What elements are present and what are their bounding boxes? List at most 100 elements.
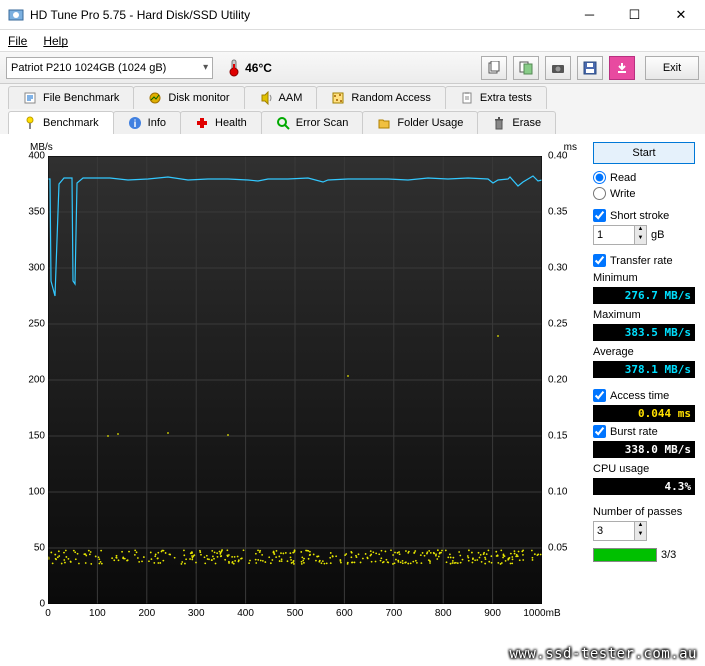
tab-label: Error Scan <box>296 117 349 129</box>
window-title: HD Tune Pro 5.75 - Hard Disk/SSD Utility <box>30 8 567 22</box>
min-label: Minimum <box>593 272 695 284</box>
screenshot-button[interactable] <box>545 56 571 80</box>
transfer-rate-check[interactable] <box>593 254 606 267</box>
folder-usage-icon <box>377 116 391 130</box>
start-button[interactable]: Start <box>593 142 695 164</box>
tab-label: Extra tests <box>480 92 532 104</box>
y-right-tick: 0.05 <box>548 543 567 554</box>
tab-erase[interactable]: Erase <box>477 111 556 134</box>
tab-random-access[interactable]: Random Access <box>316 86 445 109</box>
extra-tests-icon <box>460 91 474 105</box>
drive-select[interactable]: Patriot P210 1024GB (1024 gB) ▾ <box>6 57 213 79</box>
maximize-button[interactable]: ☐ <box>612 0 657 30</box>
avg-label: Average <box>593 346 695 358</box>
y-left-tick: 300 <box>28 263 45 274</box>
watermark-text: www.ssd-tester.com.au <box>509 646 697 662</box>
avg-value: 378.1 MB/s <box>593 361 695 378</box>
tab-folder-usage[interactable]: Folder Usage <box>362 111 478 134</box>
transfer-rate-label: Transfer rate <box>610 255 673 267</box>
drive-select-text: Patriot P210 1024GB (1024 gB) <box>11 62 166 74</box>
svg-text:i: i <box>133 119 136 130</box>
random-access-icon <box>331 91 345 105</box>
y-left-tick: 250 <box>28 319 45 330</box>
tab-error-scan[interactable]: Error Scan <box>261 111 364 134</box>
benchmark-icon <box>23 116 37 130</box>
x-tick: 1000mB <box>523 608 560 619</box>
write-label: Write <box>610 188 635 200</box>
tab-label: Erase <box>512 117 541 129</box>
y-right-tick: 0.20 <box>548 375 567 386</box>
temperature-value: 46°C <box>245 61 272 75</box>
y-left-tick: 50 <box>34 543 45 554</box>
copy-shot-button[interactable] <box>513 56 539 80</box>
passes-input[interactable] <box>594 522 634 540</box>
max-value: 383.5 MB/s <box>593 324 695 341</box>
read-label: Read <box>610 172 636 184</box>
copy-icon <box>487 61 501 75</box>
read-radio[interactable] <box>593 171 606 184</box>
tab-label: Folder Usage <box>397 117 463 129</box>
y-left-tick: 0 <box>39 599 45 610</box>
tab-label: AAM <box>279 92 303 104</box>
y-right-tick: 0.15 <box>548 431 567 442</box>
menu-help[interactable]: Help <box>43 34 68 48</box>
cpu-label: CPU usage <box>593 463 695 475</box>
menu-file[interactable]: File <box>8 34 27 48</box>
save-button[interactable] <box>577 56 603 80</box>
tab-file-bench[interactable]: File Benchmark <box>8 86 134 109</box>
spin-down-icon[interactable]: ▼ <box>634 531 646 540</box>
short-stroke-check[interactable] <box>593 209 606 222</box>
tab-disk-monitor[interactable]: Disk monitor <box>133 86 244 109</box>
write-radio[interactable] <box>593 187 606 200</box>
y-right-tick: 0.10 <box>548 487 567 498</box>
aam-icon <box>259 91 273 105</box>
x-tick: 0 <box>45 608 51 619</box>
x-tick: 200 <box>138 608 155 619</box>
chart-canvas <box>48 156 542 604</box>
copy-info-button[interactable] <box>481 56 507 80</box>
spin-down-icon[interactable]: ▼ <box>634 235 646 244</box>
tab-label: Benchmark <box>43 117 99 129</box>
tab-benchmark[interactable]: Benchmark <box>8 111 114 134</box>
tab-label: Health <box>215 117 247 129</box>
cpu-value: 4.3% <box>593 478 695 495</box>
minimize-button[interactable]: ─ <box>567 0 612 30</box>
progress-bar <box>593 548 657 562</box>
y-left-tick: 350 <box>28 207 45 218</box>
tab-health[interactable]: Health <box>180 111 262 134</box>
x-tick: 600 <box>336 608 353 619</box>
error-scan-icon <box>276 116 290 130</box>
chevron-down-icon: ▾ <box>203 62 208 73</box>
thermometer-icon <box>227 59 241 77</box>
passes-label: Number of passes <box>593 506 695 518</box>
download-icon <box>615 61 629 75</box>
access-time-check[interactable] <box>593 389 606 402</box>
spin-up-icon[interactable]: ▲ <box>634 522 646 531</box>
options-button[interactable] <box>609 56 635 80</box>
disk-monitor-icon <box>148 91 162 105</box>
burst-rate-check[interactable] <box>593 425 606 438</box>
max-label: Maximum <box>593 309 695 321</box>
exit-button[interactable]: Exit <box>645 56 699 80</box>
passes-spinner[interactable]: ▲▼ <box>593 521 647 541</box>
x-tick: 800 <box>435 608 452 619</box>
short-stroke-label: Short stroke <box>610 210 669 222</box>
y-right-tick: 0.40 <box>548 151 567 162</box>
benchmark-chart: MB/s ms 4003503002502001501005000.400.35… <box>8 142 583 632</box>
save-icon <box>583 61 597 75</box>
short-stroke-spinner[interactable]: ▲▼ <box>593 225 647 245</box>
erase-icon <box>492 116 506 130</box>
tab-aam[interactable]: AAM <box>244 86 318 109</box>
spin-up-icon[interactable]: ▲ <box>634 226 646 235</box>
file-bench-icon <box>23 91 37 105</box>
close-button[interactable]: ✕ <box>657 0 705 30</box>
x-tick: 900 <box>484 608 501 619</box>
x-tick: 100 <box>89 608 106 619</box>
short-stroke-unit: gB <box>651 229 664 241</box>
short-stroke-input[interactable] <box>594 226 634 244</box>
y-left-tick: 150 <box>28 431 45 442</box>
tab-info[interactable]: iInfo <box>113 111 181 134</box>
camera-icon <box>551 61 565 75</box>
y-right-tick: 0.35 <box>548 207 567 218</box>
tab-extra-tests[interactable]: Extra tests <box>445 86 547 109</box>
